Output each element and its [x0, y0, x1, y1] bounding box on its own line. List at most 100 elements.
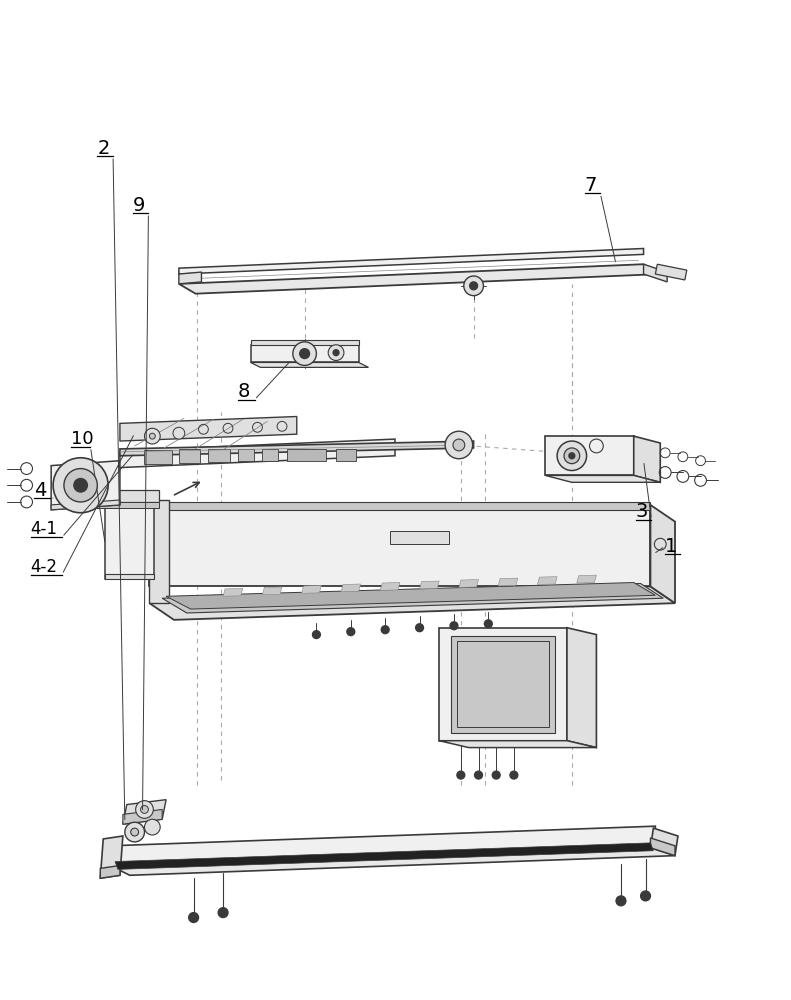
Circle shape [464, 276, 483, 296]
Polygon shape [110, 846, 675, 875]
Polygon shape [120, 439, 395, 468]
Polygon shape [390, 531, 449, 544]
Bar [336, 449, 356, 461]
Circle shape [453, 439, 465, 451]
Polygon shape [577, 575, 596, 583]
Circle shape [74, 478, 88, 492]
Circle shape [125, 822, 145, 842]
Polygon shape [251, 345, 358, 362]
Polygon shape [223, 588, 243, 596]
Polygon shape [650, 505, 675, 603]
Polygon shape [567, 628, 596, 748]
Circle shape [641, 891, 650, 901]
Polygon shape [419, 581, 439, 589]
Text: 10: 10 [71, 430, 93, 448]
Text: 4: 4 [35, 481, 47, 500]
Bar [263, 449, 278, 461]
Polygon shape [179, 272, 202, 284]
Text: 4-2: 4-2 [31, 558, 58, 576]
Polygon shape [100, 865, 120, 878]
Polygon shape [644, 264, 667, 282]
Polygon shape [123, 800, 166, 824]
Bar [179, 449, 200, 463]
Polygon shape [123, 809, 162, 824]
Circle shape [300, 349, 309, 359]
Polygon shape [105, 500, 154, 579]
Text: 9: 9 [133, 196, 145, 215]
Circle shape [131, 828, 138, 836]
Polygon shape [251, 340, 358, 345]
Circle shape [475, 771, 483, 779]
Polygon shape [115, 843, 653, 869]
Polygon shape [162, 584, 663, 613]
Circle shape [415, 624, 423, 632]
Circle shape [569, 453, 575, 459]
Polygon shape [51, 500, 120, 510]
Text: 1: 1 [665, 537, 678, 556]
Polygon shape [301, 585, 321, 593]
Bar [238, 449, 254, 461]
Circle shape [347, 628, 354, 636]
Circle shape [445, 431, 472, 459]
Circle shape [450, 622, 458, 630]
Circle shape [484, 620, 492, 628]
Polygon shape [251, 362, 369, 367]
Text: 2: 2 [97, 139, 110, 158]
Bar [145, 450, 172, 464]
Circle shape [173, 427, 185, 439]
Polygon shape [439, 741, 596, 748]
Circle shape [333, 350, 339, 356]
Polygon shape [166, 583, 656, 609]
Polygon shape [656, 264, 687, 280]
Circle shape [53, 458, 108, 513]
Polygon shape [179, 264, 660, 294]
Circle shape [557, 441, 587, 471]
Circle shape [189, 913, 199, 922]
Text: 8: 8 [238, 382, 250, 401]
Polygon shape [263, 587, 282, 595]
Circle shape [64, 469, 97, 502]
Polygon shape [120, 441, 474, 456]
Circle shape [510, 771, 518, 779]
Polygon shape [380, 583, 400, 590]
Polygon shape [179, 248, 644, 274]
Polygon shape [341, 584, 361, 592]
Circle shape [470, 282, 478, 290]
Circle shape [616, 896, 626, 906]
Polygon shape [537, 577, 557, 584]
Circle shape [293, 342, 316, 365]
Circle shape [145, 428, 161, 444]
Text: 4-1: 4-1 [31, 520, 58, 538]
Polygon shape [105, 574, 154, 579]
Bar [287, 449, 326, 461]
Polygon shape [459, 580, 479, 587]
Polygon shape [545, 436, 634, 475]
Polygon shape [439, 628, 567, 741]
Circle shape [135, 801, 153, 818]
Polygon shape [545, 475, 660, 482]
Text: 7: 7 [585, 176, 597, 195]
Polygon shape [149, 510, 650, 586]
Circle shape [457, 771, 465, 779]
Circle shape [328, 345, 344, 360]
Polygon shape [51, 461, 120, 510]
Circle shape [141, 806, 149, 813]
Polygon shape [110, 826, 656, 865]
Circle shape [312, 631, 320, 639]
Polygon shape [650, 828, 678, 856]
Circle shape [381, 626, 389, 634]
Polygon shape [100, 836, 123, 878]
Polygon shape [451, 636, 555, 733]
Polygon shape [85, 502, 159, 508]
Circle shape [145, 819, 161, 835]
Polygon shape [498, 578, 518, 586]
Circle shape [564, 448, 580, 464]
Polygon shape [85, 490, 159, 502]
Polygon shape [634, 436, 660, 482]
Polygon shape [149, 502, 650, 510]
Bar [208, 449, 230, 462]
Polygon shape [120, 416, 297, 441]
Polygon shape [149, 586, 675, 620]
Circle shape [149, 433, 155, 439]
Text: 3: 3 [636, 502, 648, 521]
